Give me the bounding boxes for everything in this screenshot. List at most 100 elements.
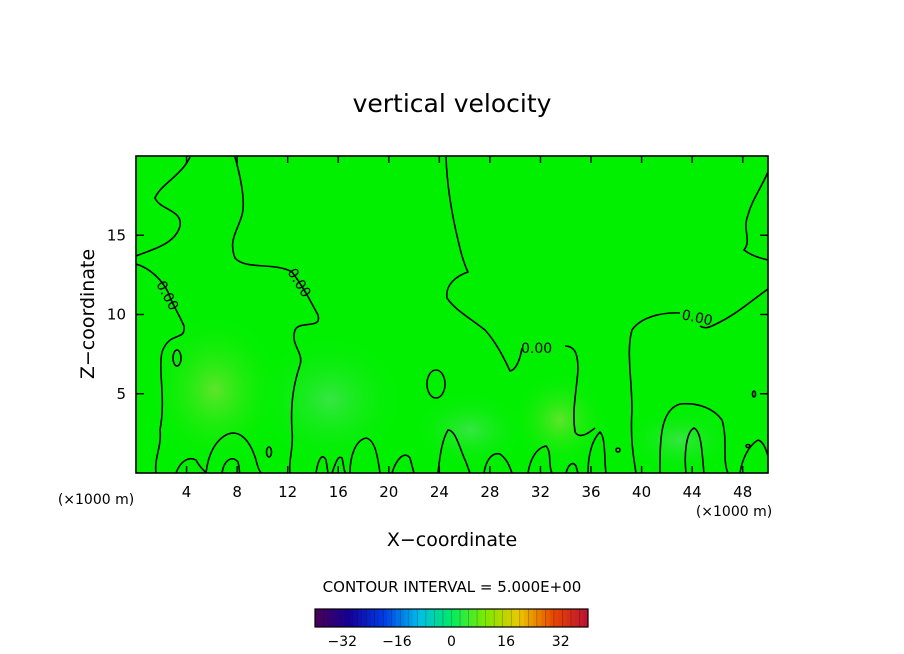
- colorbar-cell: [447, 609, 452, 627]
- colorbar-cell: [472, 609, 478, 627]
- colorbar-cell: [481, 609, 486, 627]
- plot-area: 0.00 0.00 0.00 0.00 4 8 12 16 20 24 28 32 36 40 44…: [107, 155, 769, 501]
- colorbar-cell: [344, 609, 350, 627]
- contour-line: [445, 156, 523, 372]
- x-tick-label: 4: [182, 483, 192, 501]
- colorbar-cell: [477, 609, 482, 627]
- colorbar-cell: [553, 609, 559, 627]
- x-axis-label: X−coordinate: [387, 529, 517, 551]
- colorbar-cell: [408, 609, 414, 627]
- colorbar-cell: [430, 609, 435, 627]
- colorbar-cell: [583, 609, 589, 627]
- colorbar-cell: [413, 609, 418, 627]
- x-ticks: 4 8 12 16 20 24 28 32 36 40 44 48: [182, 156, 752, 501]
- contour-line: [136, 263, 185, 473]
- colorbar-tick-label: 32: [552, 634, 570, 650]
- x-tick-label: 44: [683, 483, 702, 501]
- colorbar-cell: [579, 609, 585, 627]
- colorbar-labels: −32 −16 0 16 32: [328, 634, 570, 650]
- x-tick-label: 36: [581, 483, 600, 501]
- colorbar-cell: [489, 609, 495, 627]
- colorbar-cell: [532, 609, 538, 627]
- contour-line: [391, 454, 415, 473]
- colorbar-cell: [528, 609, 533, 627]
- colorbar-cell: [511, 609, 516, 627]
- colorbar-cell: [515, 609, 521, 627]
- y-ticks: 5 10 15: [107, 226, 768, 403]
- colorbar-cell: [383, 609, 388, 627]
- x-tick-label: 12: [278, 483, 297, 501]
- colorbar-cell: [536, 609, 542, 627]
- colorbar-cell: [332, 609, 337, 627]
- x-tick-label: 32: [531, 483, 550, 501]
- colorbar-cell: [378, 609, 384, 627]
- colorbar-cell: [353, 609, 358, 627]
- colorbar-cell: [400, 609, 405, 627]
- colorbar-cell: [455, 609, 461, 627]
- colorbar-tick-label: −16: [382, 634, 412, 650]
- contour-line: [315, 456, 329, 473]
- x-tick-label: 40: [632, 483, 651, 501]
- contour-line: [745, 443, 751, 449]
- x-unit-label: (×1000 m): [58, 492, 134, 508]
- contour-line: [426, 369, 446, 399]
- colorbar-cell: [498, 609, 503, 627]
- colorbar-cell: [562, 609, 567, 627]
- colorbar-cell: [502, 609, 508, 627]
- contour-line: [331, 456, 347, 473]
- contour-line: [221, 458, 241, 473]
- field-shading: [145, 310, 740, 473]
- contour-line: [483, 452, 513, 473]
- colorbar-tick-label: 0: [447, 634, 456, 650]
- y-tick-label: 15: [107, 226, 126, 244]
- colorbar-cell: [460, 609, 465, 627]
- colorbar-cell: [366, 609, 371, 627]
- contour-line: [437, 429, 471, 473]
- contour-line: [628, 312, 681, 473]
- colorbar-cell: [434, 609, 440, 627]
- contour-line: [265, 446, 273, 458]
- colorbar-cell: [315, 609, 320, 627]
- contour-line: [172, 349, 182, 367]
- colorbar-cell: [370, 609, 376, 627]
- colorbar-cell: [327, 609, 333, 627]
- colorbar-cell: [404, 609, 410, 627]
- colorbar-cell: [391, 609, 397, 627]
- colorbar-cell: [442, 609, 448, 627]
- contour-line: [587, 430, 607, 473]
- colorbar-cell: [323, 609, 329, 627]
- contour-line: [175, 457, 207, 473]
- contour-line: [527, 445, 553, 473]
- colorbar-cell: [425, 609, 431, 627]
- colorbar-cell: [494, 609, 499, 627]
- x-tick-label: 8: [232, 483, 242, 501]
- contour-interval-text: CONTOUR INTERVAL = 5.000E+00: [323, 578, 582, 596]
- contour-line: [699, 288, 768, 329]
- colorbar-cell: [545, 609, 550, 627]
- y-tick-label: 5: [116, 385, 126, 403]
- colorbar-cell: [464, 609, 469, 627]
- colorbar-cell: [374, 609, 380, 627]
- x-tick-label: 20: [379, 483, 398, 501]
- contour-line: [751, 390, 757, 398]
- colorbar-cell: [549, 609, 555, 627]
- contour-line: [615, 447, 621, 453]
- colorbar-cell: [524, 609, 529, 627]
- colorbar-cell: [451, 609, 457, 627]
- x-tick-label: 16: [329, 483, 348, 501]
- colorbar-cell: [570, 609, 576, 627]
- colorbar-cell: [396, 609, 401, 627]
- colorbar-cell: [541, 609, 546, 627]
- contour-line: [136, 156, 191, 257]
- x-tick-label: 28: [480, 483, 499, 501]
- colorbar-cell: [506, 609, 512, 627]
- chart-title: vertical velocity: [353, 89, 552, 118]
- x-tick-label: 24: [430, 483, 449, 501]
- colorbar-cell: [387, 609, 393, 627]
- contour-label: 0.00: [680, 307, 714, 329]
- colorbar-frame: [314, 608, 589, 628]
- colorbar-cell: [485, 609, 491, 627]
- colorbar-cell: [438, 609, 444, 627]
- colorbar-cell: [421, 609, 427, 627]
